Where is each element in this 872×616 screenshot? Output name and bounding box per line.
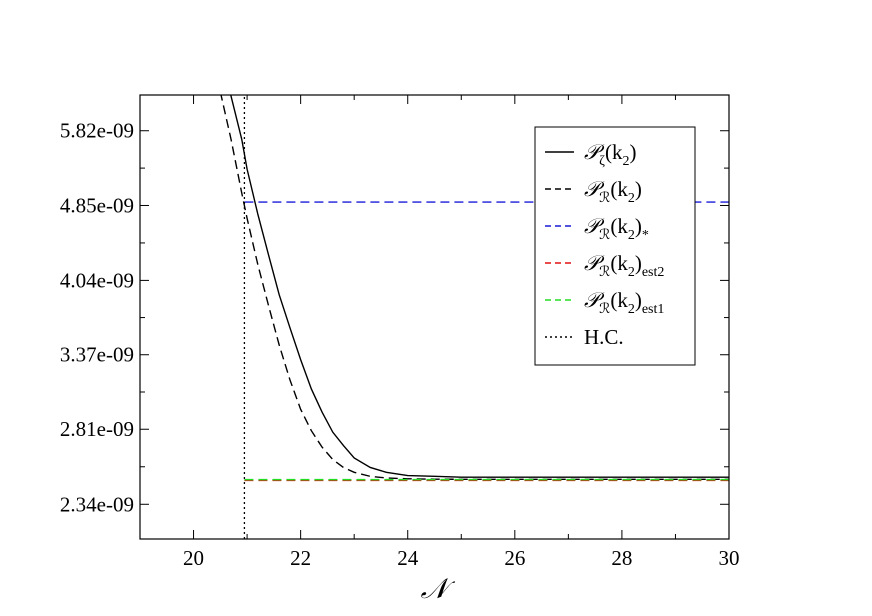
y-tick-label: 4.04e-09 [60,268,134,292]
y-tick-label: 5.82e-09 [60,119,134,143]
x-tick-label: 24 [397,546,419,570]
series-layer [220,95,729,539]
x-tick-label: 28 [611,546,632,570]
legend-label-pr_est2: 𝒫ℛ(k2)est2 [584,251,664,280]
series-line-pzeta [230,95,729,478]
legend-label-hc: H.C. [584,325,624,349]
x-axis-label: 𝒩 [421,574,456,605]
legend: 𝒫ζ(k2)𝒫ℛ(k2)𝒫ℛ(k2)*𝒫ℛ(k2)est2𝒫ℛ(k2)est1H… [534,126,696,366]
y-tick-label: 2.34e-09 [60,492,134,516]
x-tick-label: 30 [719,546,740,570]
y-tick-label: 4.85e-09 [60,193,134,217]
legend-box [534,126,696,366]
x-tick-label: 22 [290,546,311,570]
legend-label-pr: 𝒫ℛ(k2) [584,177,642,206]
x-tick-label: 20 [183,546,204,570]
x-tick-label: 26 [504,546,525,570]
y-tick-label: 2.81e-09 [60,417,134,441]
y-tick-label: 3.37e-09 [60,343,134,367]
plot-frame [139,94,730,540]
ticks-layer: 20 22 24 26 28 30 2.34e-09 2.81e-09 3.37e-09 4.04… [60,95,740,570]
